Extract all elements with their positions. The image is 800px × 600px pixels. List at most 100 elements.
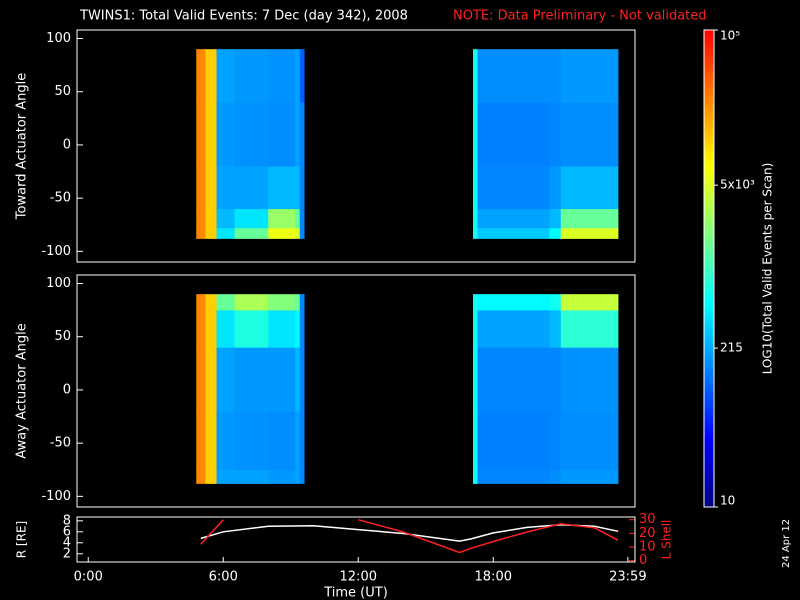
heatmap-cell bbox=[473, 411, 478, 471]
heatmap-cell bbox=[549, 347, 562, 412]
plot-frame bbox=[76, 29, 636, 263]
chart-title: TWINS1: Total Valid Events: 7 Dec (day 3… bbox=[79, 9, 408, 24]
y-tick-label: 0 bbox=[63, 137, 71, 152]
heatmap-cell bbox=[268, 347, 296, 412]
plot-frame bbox=[76, 274, 636, 508]
heatmap-cell bbox=[196, 310, 206, 348]
heatmap-cell bbox=[477, 411, 550, 471]
heatmap-cell bbox=[216, 411, 235, 471]
heatmap-cell bbox=[216, 227, 235, 239]
y-tick-label: -100 bbox=[41, 244, 71, 259]
heatmap-cell bbox=[477, 227, 550, 239]
y-tick-label: 0 bbox=[63, 382, 71, 397]
y-tick-label: 50 bbox=[54, 329, 71, 344]
heatmap-cell bbox=[560, 208, 619, 229]
heatmap-cell bbox=[205, 102, 217, 167]
x-tick-label: 18:00 bbox=[475, 570, 512, 585]
heatmap-cell bbox=[295, 469, 301, 484]
heatmap-cell bbox=[205, 469, 217, 484]
heatmap-cell bbox=[196, 166, 206, 210]
heatmap-cell bbox=[196, 294, 206, 311]
heatmap-cell bbox=[234, 469, 269, 484]
heatmap-cell bbox=[234, 102, 269, 167]
heatmap-cell bbox=[295, 411, 301, 471]
heatmap-cell bbox=[295, 102, 301, 167]
heatmap-cell bbox=[205, 208, 217, 229]
heatmap-cell bbox=[473, 347, 478, 412]
heatmap-cell bbox=[216, 166, 235, 210]
heatmap-cell bbox=[216, 310, 235, 348]
heatmap-cell bbox=[295, 208, 301, 229]
heatmap-cell bbox=[549, 208, 562, 229]
colorbar-tick-label: 215 bbox=[720, 341, 743, 355]
heatmap-cell bbox=[295, 294, 301, 311]
heatmap-cell bbox=[473, 310, 478, 348]
heatmap-cell bbox=[196, 347, 206, 412]
y-tick-label: 50 bbox=[54, 84, 71, 99]
heatmap-cell bbox=[216, 208, 235, 229]
heatmap-cell bbox=[549, 49, 562, 103]
heatmap-cell bbox=[477, 469, 550, 484]
heatmap-cell bbox=[299, 310, 305, 348]
x-tick-label: 6:00 bbox=[209, 570, 238, 585]
y-tick-label: -100 bbox=[41, 489, 71, 504]
heatmap-cell bbox=[473, 102, 478, 167]
x-tick-label: 0:00 bbox=[74, 570, 103, 585]
heatmap-cell bbox=[560, 166, 619, 210]
y-tick-label: -50 bbox=[50, 191, 71, 206]
heatmap-cell bbox=[205, 294, 217, 311]
heatmap-cell bbox=[234, 310, 269, 348]
heatmap-cell bbox=[549, 166, 562, 210]
heatmap-cell bbox=[196, 208, 206, 229]
heatmap-cell bbox=[196, 102, 206, 167]
heatmap-cell bbox=[549, 310, 562, 348]
heatmap-cell bbox=[560, 227, 619, 239]
heatmap-cell bbox=[549, 469, 562, 484]
y2-tick-label: 10 bbox=[639, 540, 656, 555]
heatmap-cell bbox=[299, 294, 305, 311]
heatmap-cell bbox=[473, 49, 478, 103]
y-tick-label: -50 bbox=[50, 436, 71, 451]
y-tick-label: 6 bbox=[63, 524, 71, 539]
heatmap-cell bbox=[295, 49, 301, 103]
heatmap-cell bbox=[473, 166, 478, 210]
heatmap-cell bbox=[205, 347, 217, 412]
colorbar-tick-label: 10⁵ bbox=[720, 29, 740, 43]
y2-tick-label: 20 bbox=[639, 526, 656, 541]
heatmap-cell bbox=[549, 227, 562, 239]
heatmap-cell bbox=[560, 294, 619, 311]
heatmap-cell bbox=[560, 310, 619, 348]
heatmap-cell bbox=[268, 166, 296, 210]
heatmap-cell bbox=[205, 166, 217, 210]
heatmap-cell bbox=[268, 208, 296, 229]
heatmap-cell bbox=[295, 347, 301, 412]
line-series bbox=[200, 523, 619, 542]
heatmap-cell bbox=[299, 347, 305, 412]
heatmap-cell bbox=[196, 49, 206, 103]
plot-frame bbox=[76, 516, 636, 563]
heatmap-cell bbox=[477, 208, 550, 229]
heatmap-cell bbox=[477, 310, 550, 348]
y-tick-label: 100 bbox=[46, 276, 71, 291]
heatmap-cell bbox=[234, 208, 269, 229]
heatmap-cell bbox=[216, 347, 235, 412]
heatmap-cell bbox=[268, 310, 296, 348]
heatmap-cell bbox=[268, 294, 296, 311]
heatmap-cell bbox=[299, 166, 305, 210]
heatmap-cell bbox=[299, 469, 305, 484]
y-axis-label: R [RE] bbox=[15, 521, 29, 558]
heatmap-cell bbox=[299, 49, 305, 103]
heatmap-cell bbox=[560, 49, 619, 103]
heatmap-cell bbox=[477, 166, 550, 210]
heatmap-cell bbox=[205, 49, 217, 103]
heatmap-cell bbox=[268, 49, 296, 103]
heatmap-cell bbox=[549, 102, 562, 167]
heatmap-cell bbox=[299, 227, 305, 239]
y-tick-label: 2 bbox=[63, 546, 71, 561]
heatmap-cell bbox=[234, 347, 269, 412]
y-axis-label: Away Actuator Angle bbox=[15, 323, 30, 458]
heatmap-cell bbox=[196, 469, 206, 484]
heatmap-cell bbox=[196, 411, 206, 471]
heatmap-cell bbox=[268, 469, 296, 484]
